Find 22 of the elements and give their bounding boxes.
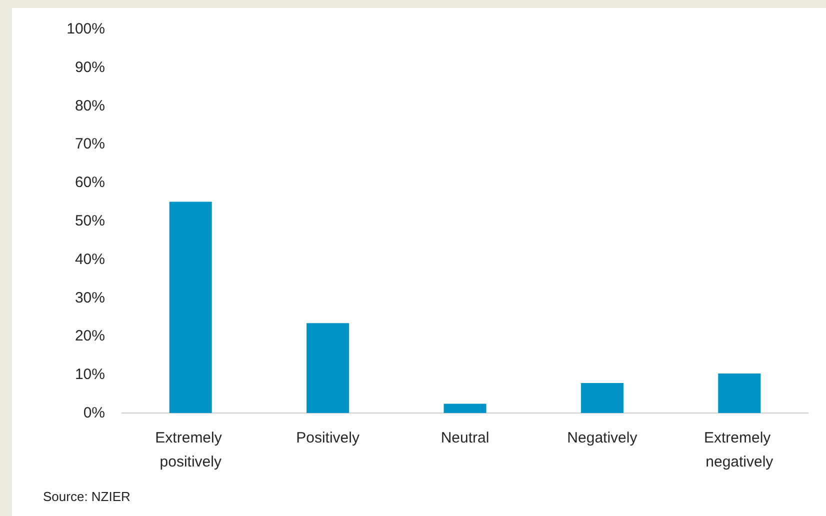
y-tick-label: 70% [74,136,105,153]
y-tick-label: 10% [74,366,105,384]
y-tick-label: 50% [74,212,105,230]
bar [718,373,761,413]
y-tick-label: 80% [74,97,105,114]
y-tick-label: 30% [74,289,105,306]
x-tick-label: Extremely positively [155,430,226,470]
y-tick-label: 40% [74,250,105,268]
y-tick-label: 90% [74,58,105,76]
x-tick-label: Extremely negatively [704,430,775,470]
bar [169,202,212,413]
x-tick-label: Neutral [440,430,490,446]
y-tick-label: 100% [66,20,105,38]
y-tick-label: 0% [83,404,105,422]
source-note: Source: NZIER [43,489,130,504]
bar [580,383,624,413]
y-tick-label: 20% [74,328,105,345]
bar [306,323,350,413]
x-tick-label: Positively [296,430,360,446]
x-tick-label: Negatively [567,430,638,446]
y-tick-label: 60% [74,174,105,192]
bar [444,404,486,413]
